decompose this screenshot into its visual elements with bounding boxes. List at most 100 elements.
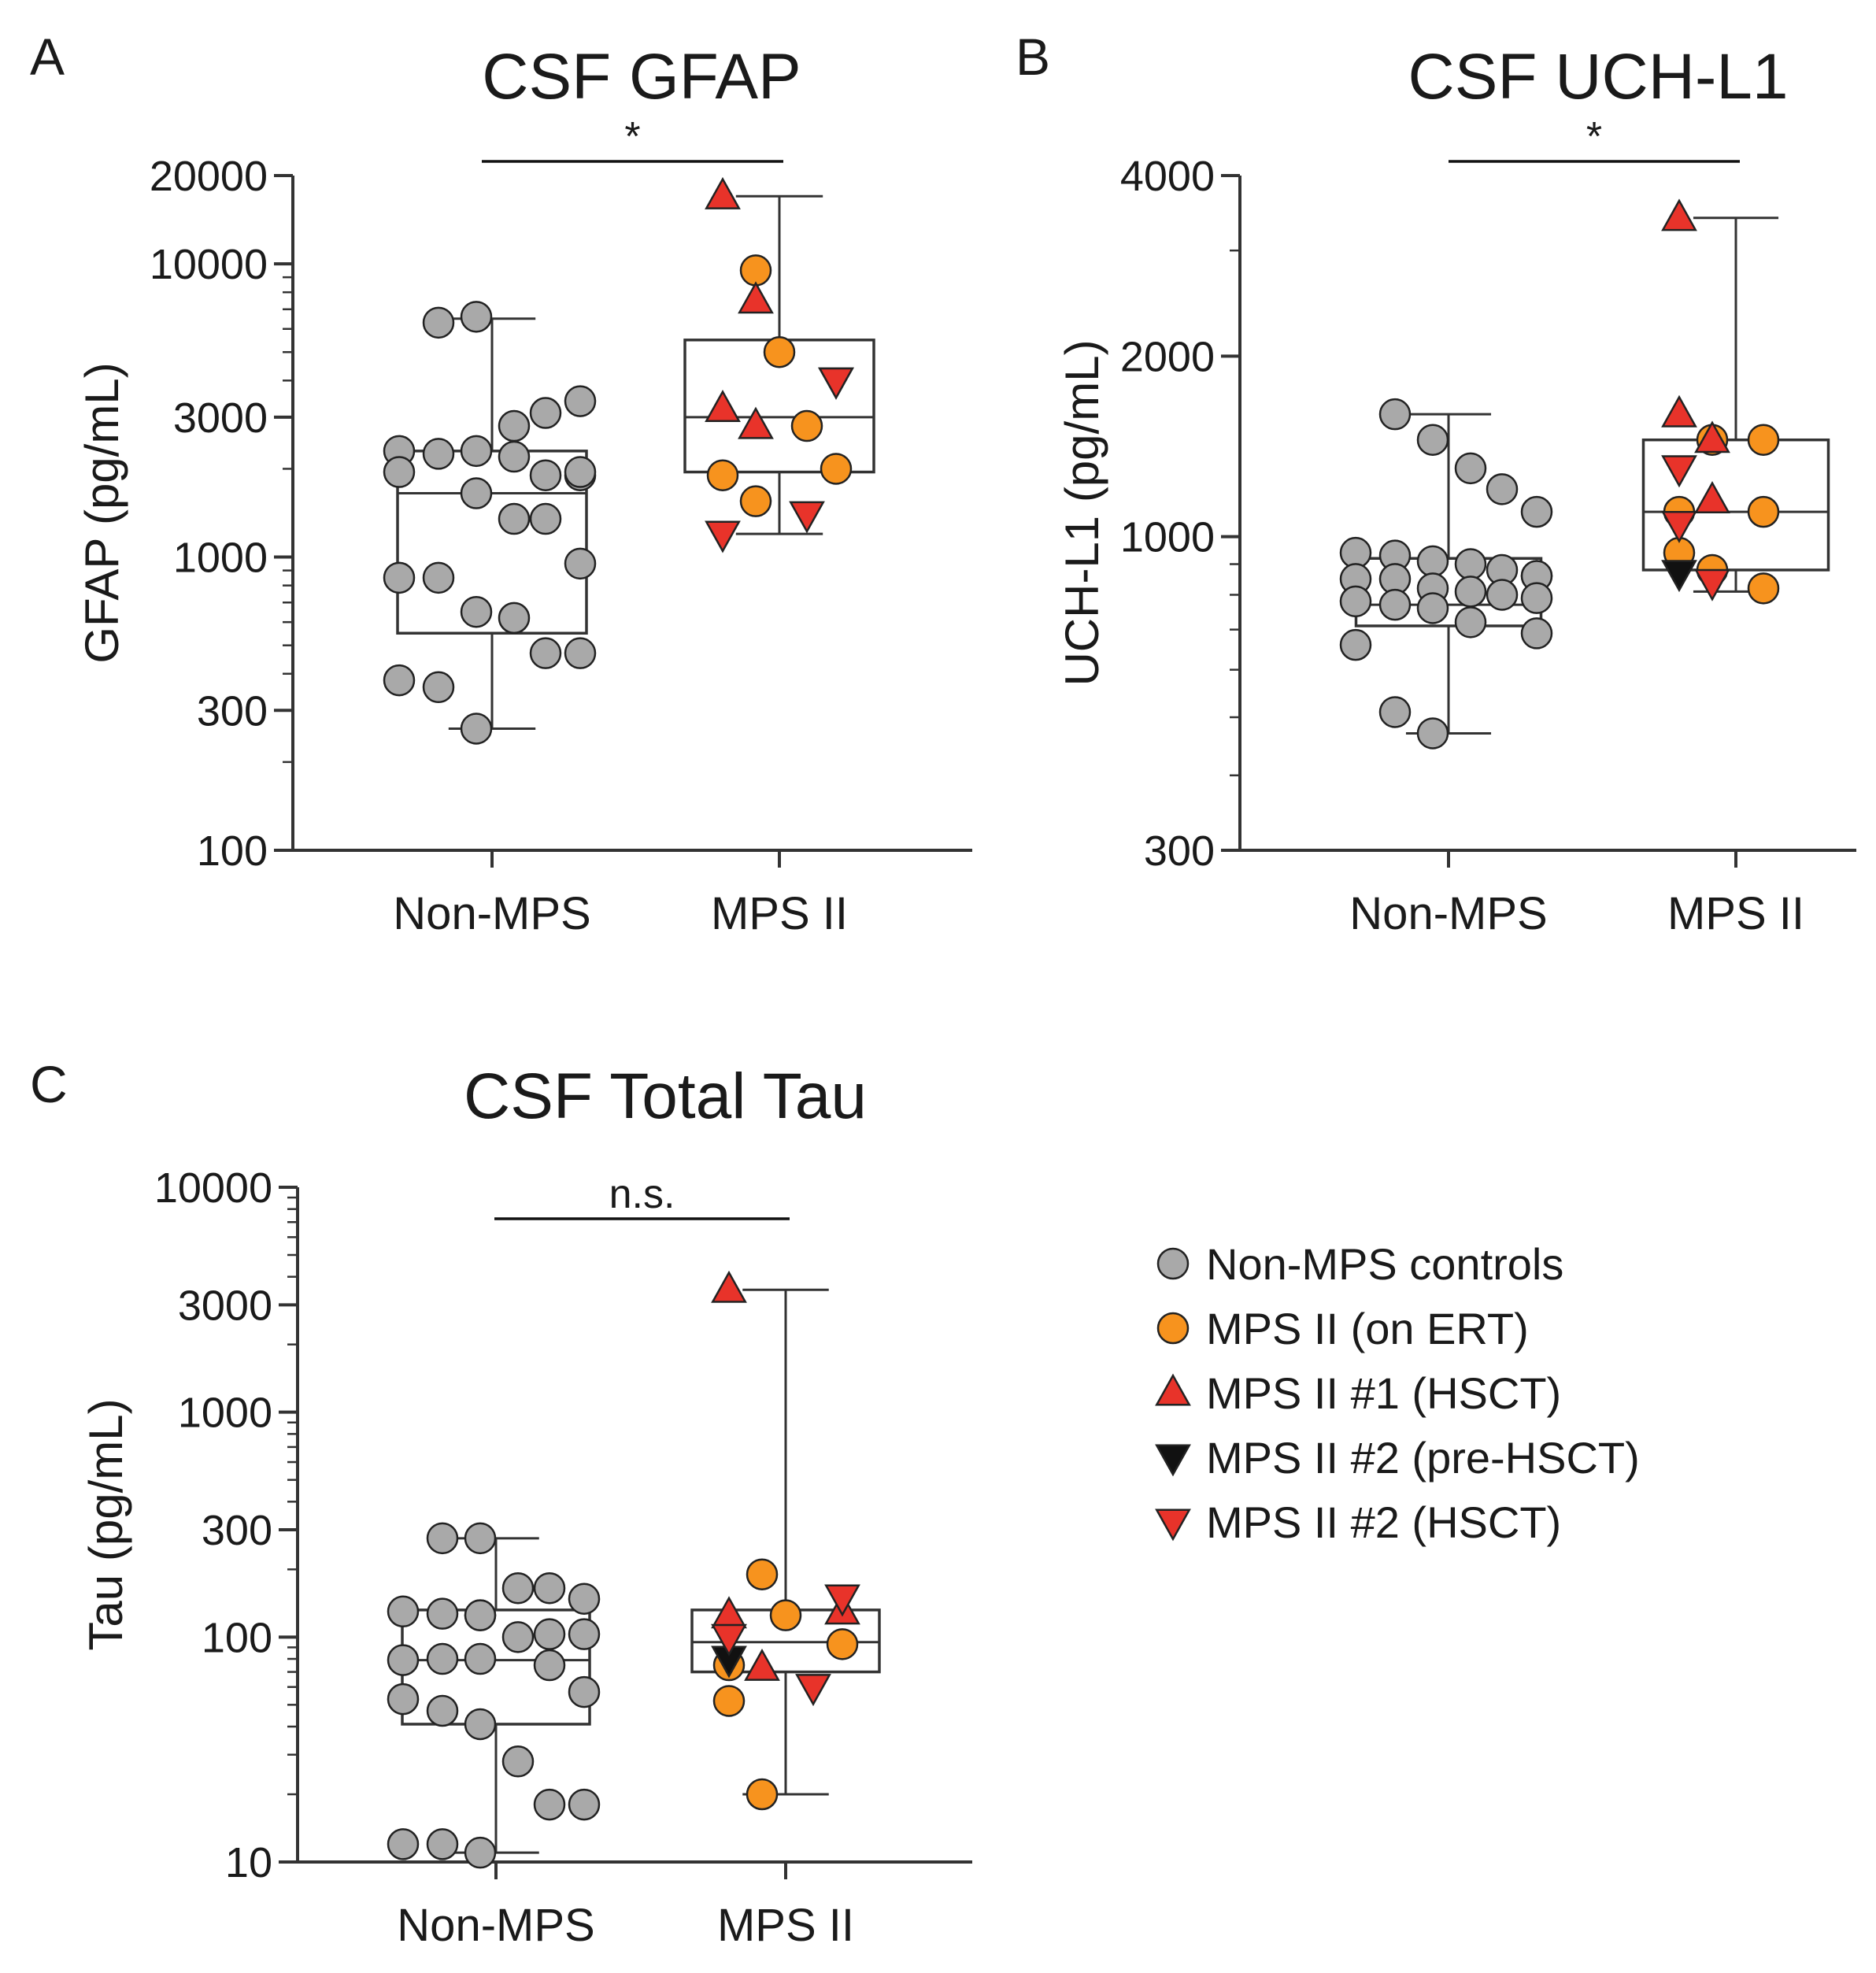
data-point-hsct-1 xyxy=(744,1648,780,1681)
data-point-hsct-1 xyxy=(738,406,774,439)
data-point-non-mps xyxy=(464,1599,497,1631)
data-point-mps-on-ert xyxy=(746,1778,779,1811)
y-tick-label: 20000 xyxy=(150,153,268,200)
data-point-non-mps xyxy=(568,1675,601,1708)
data-point-non-mps xyxy=(464,1522,497,1555)
data-point-mps-on-ert xyxy=(739,485,772,517)
data-point-non-mps xyxy=(422,561,455,594)
data-point-mps-on-ert xyxy=(706,459,739,491)
data-point-non-mps xyxy=(1454,452,1487,485)
data-point-non-mps xyxy=(426,1642,459,1675)
data-point-mps-on-ert xyxy=(1747,572,1780,605)
data-point-non-mps xyxy=(387,1682,420,1716)
data-point-non-mps xyxy=(533,1571,566,1605)
data-point-non-mps xyxy=(568,1618,601,1650)
y-tick-label: 1000 xyxy=(173,535,268,582)
data-point-non-mps xyxy=(533,1618,566,1650)
legend-marker xyxy=(1156,1247,1190,1280)
data-point-non-mps xyxy=(501,1745,535,1778)
y-tick-label: 1000 xyxy=(1120,514,1215,561)
data-point-mps-on-ert xyxy=(790,409,823,442)
data-point-pre-hsct-2 xyxy=(1661,560,1697,593)
y-tick-label: 1000 xyxy=(178,1390,272,1437)
data-point-non-mps xyxy=(383,561,416,594)
x-tick-label: MPS II xyxy=(1667,888,1804,939)
y-axis-label: Tau (pg/mL) xyxy=(80,1398,132,1650)
data-point-hsct-2 xyxy=(818,367,854,400)
y-tick-label: 100 xyxy=(202,1614,272,1661)
data-point-mps-on-ert xyxy=(1747,424,1780,456)
legend-item-pre-hsct-2: MPS II #2 (pre-HSCT) xyxy=(1155,1433,1640,1483)
chart-panel-a: A CSF GFAP GFAP (pg/mL) 100 300 1000 3000 10000… xyxy=(30,28,972,939)
panel-letter: B xyxy=(1016,28,1050,86)
x-tick-label: Non-MPS xyxy=(1349,888,1547,939)
data-point-non-mps xyxy=(1416,424,1449,456)
data-point-non-mps xyxy=(387,1644,420,1676)
data-point-non-mps xyxy=(1378,588,1412,621)
data-point-mps-on-ert xyxy=(826,1628,859,1660)
data-point-non-mps xyxy=(460,435,493,468)
significance-label: n.s. xyxy=(609,1172,675,1217)
data-point-mps-on-ert xyxy=(739,254,772,287)
data-point-non-mps xyxy=(1378,398,1412,431)
data-point-non-mps xyxy=(460,477,493,509)
data-point-non-mps xyxy=(529,459,562,491)
data-point-hsct-1 xyxy=(1694,481,1730,513)
data-point-non-mps xyxy=(1339,585,1372,618)
data-point-non-mps xyxy=(387,1828,420,1860)
data-point-non-mps xyxy=(383,456,416,488)
chart-title: CSF GFAP xyxy=(482,41,801,113)
data-point-hsct-2 xyxy=(711,1623,747,1657)
data-point-non-mps xyxy=(564,547,597,580)
significance-label: * xyxy=(1586,114,1602,160)
y-tick-label: 2000 xyxy=(1120,333,1215,380)
y-tick-label: 4000 xyxy=(1120,153,1215,200)
data-point-non-mps xyxy=(1416,717,1449,750)
data-point-non-mps xyxy=(564,637,597,669)
data-point-mps-on-ert xyxy=(1747,495,1780,528)
data-point-non-mps xyxy=(426,1597,459,1630)
data-point-non-mps xyxy=(464,1642,497,1675)
data-point-hsct-2 xyxy=(1694,568,1730,602)
chart-panel-c: C CSF Total Tau Tau (pg/mL) 10 100 300 1000 300… xyxy=(30,1055,972,1951)
data-point-non-mps xyxy=(1454,606,1487,639)
data-point-hsct-1 xyxy=(1661,198,1697,231)
data-point-hsct-1 xyxy=(1694,420,1730,453)
data-point-mps-on-ert xyxy=(746,1558,779,1590)
data-point-non-mps xyxy=(460,301,493,333)
data-point-non-mps xyxy=(426,1522,459,1555)
data-point-non-mps xyxy=(501,1571,535,1605)
chart-title: CSF UCH-L1 xyxy=(1408,41,1789,113)
data-point-non-mps xyxy=(1454,576,1487,608)
data-point-non-mps xyxy=(529,637,562,669)
legend-item-hsct-1: MPS II #1 (HSCT) xyxy=(1155,1368,1561,1418)
data-point-non-mps xyxy=(1454,548,1487,580)
x-tick-label: Non-MPS xyxy=(393,888,590,939)
data-point-non-mps xyxy=(529,502,562,535)
y-tick-label: 10000 xyxy=(150,241,268,288)
y-tick-label: 10 xyxy=(225,1839,272,1886)
data-point-hsct-1 xyxy=(711,1270,747,1303)
y-tick-label: 300 xyxy=(197,687,268,735)
data-point-non-mps xyxy=(498,602,531,635)
box-mps-ii xyxy=(690,1288,881,1796)
data-point-non-mps xyxy=(426,1828,459,1860)
data-point-non-mps xyxy=(1520,582,1553,614)
data-point-non-mps xyxy=(387,1595,420,1628)
x-tick-label: MPS II xyxy=(711,888,848,939)
legend-item-non-mps: Non-MPS controls xyxy=(1156,1239,1563,1289)
y-tick-label: 100 xyxy=(197,827,268,875)
y-tick-label: 3000 xyxy=(173,394,268,442)
data-point-hsct-2 xyxy=(705,520,741,553)
data-point-mps-on-ert xyxy=(820,453,853,485)
legend-marker xyxy=(1155,1508,1191,1542)
data-point-non-mps xyxy=(568,1788,601,1821)
data-point-non-mps xyxy=(1339,628,1372,661)
data-point-non-mps xyxy=(501,1621,535,1653)
legend: Non-MPS controls MPS II (on ERT) MPS II #1… xyxy=(1155,1239,1640,1547)
data-point-non-mps xyxy=(498,409,531,442)
data-point-non-mps xyxy=(1378,696,1412,728)
y-tick-label: 3000 xyxy=(178,1282,272,1329)
data-point-hsct-2 xyxy=(795,1674,831,1707)
